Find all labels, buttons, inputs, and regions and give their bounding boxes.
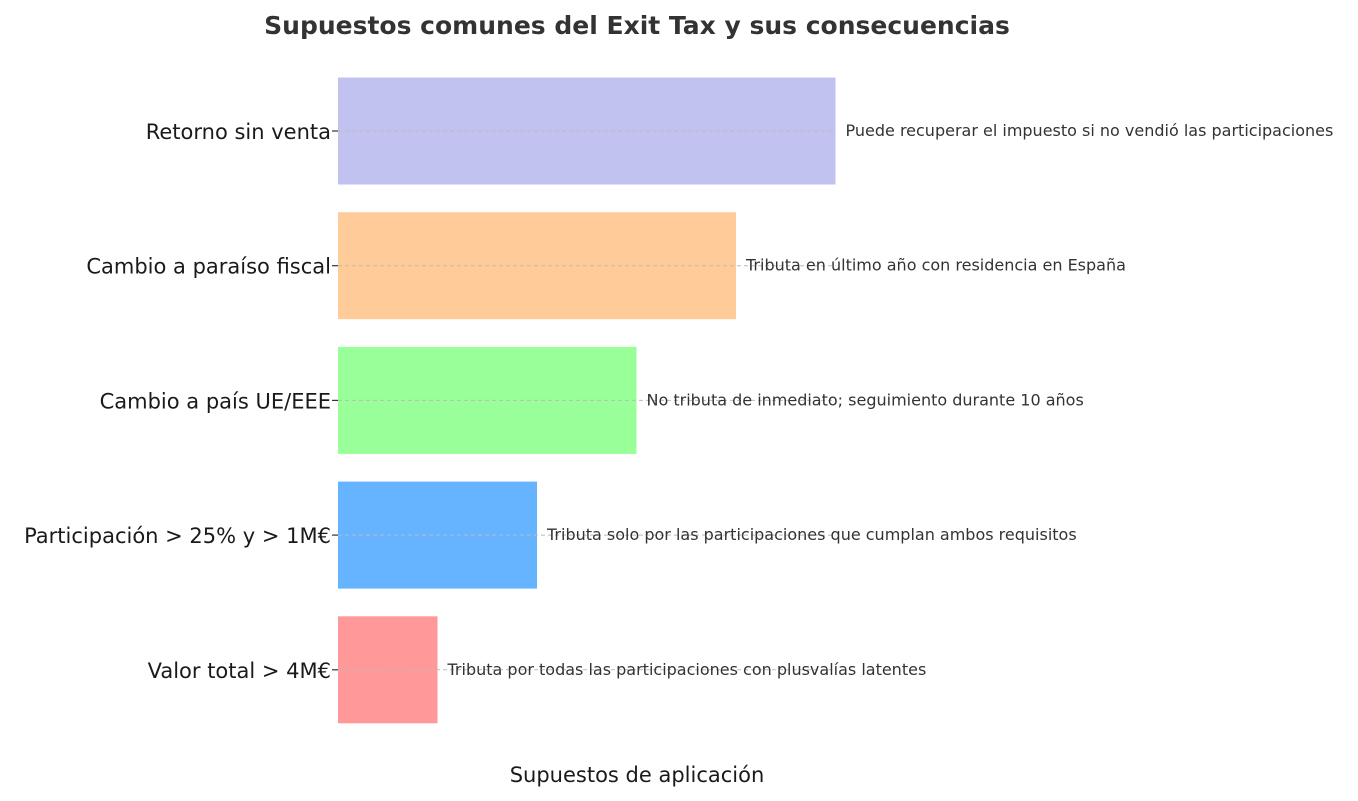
y-tick-label: Cambio a paraíso fiscal	[86, 255, 331, 279]
chart-title: Supuestos comunes del Exit Tax y sus con…	[264, 11, 1010, 40]
bar-annotation: Tributa solo por las participaciones que…	[546, 525, 1077, 544]
bar-annotation: Tributa por todas las participaciones co…	[447, 660, 927, 679]
y-tick-label: Retorno sin venta	[146, 120, 331, 144]
x-axis-label: Supuestos de aplicación	[510, 763, 765, 787]
bar-annotation: Puede recuperar el impuesto si no vendió…	[846, 121, 1334, 140]
bar-annotation: No tributa de inmediato; seguimiento dur…	[647, 390, 1084, 409]
bar-annotation: Tributa en último año con residencia en …	[745, 256, 1126, 275]
plot-area: Retorno sin venta Puede recuperar el impu…	[24, 77, 1334, 724]
y-tick-label: Valor total > 4M€	[148, 659, 331, 683]
y-tick-label: Cambio a país UE/EEE	[100, 389, 331, 413]
y-tick-label: Participación > 25% y > 1M€	[24, 524, 331, 548]
